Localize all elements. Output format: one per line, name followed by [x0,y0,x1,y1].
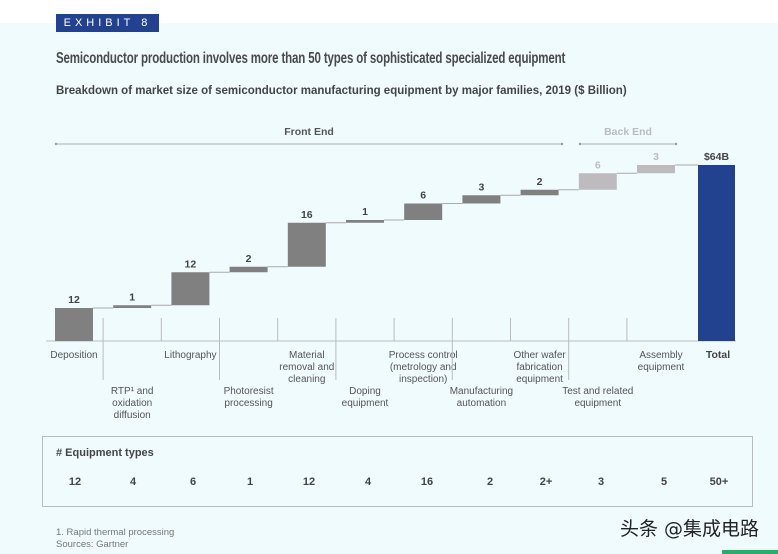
bar-8 [520,189,559,196]
back-end-bracket-end [674,142,678,146]
footnote-sources: Sources: Gartner [56,539,129,550]
category-label-9-line-0: Test and related [562,386,633,397]
equipment-type-count-7: 2 [486,476,494,488]
equipment-type-count-0: 12 [68,476,82,488]
watermark: 头条 @集成电路 [620,518,760,540]
category-label-5-line-0: Doping [349,386,381,397]
category-label-4-line-2: cleaning [288,374,325,385]
chart-subtitle: Breakdown of market size of semiconducto… [56,85,627,97]
category-label-7-line-0: Manufacturing [450,386,513,397]
category-label-4-line-1: removal and [279,362,334,373]
bar-10 [637,165,675,174]
footnote-rtp: 1. Rapid thermal processing [56,527,175,538]
category-label-8-line-1: fabrication [517,362,563,373]
back-end-label: Back End [604,126,652,138]
bar-value-label-9: 6 [595,159,601,171]
category-label-10-line-1: equipment [638,362,685,373]
bar-value-label-7: 3 [478,181,484,193]
category-label-5-line-1: equipment [342,398,389,409]
category-label-3-line-1: processing [224,398,272,409]
equipment-type-count-11: 50+ [709,476,729,488]
watermark-bar [722,550,778,554]
bar-6 [404,203,443,220]
chart-title: Semiconductor production involves more t… [56,50,566,67]
bar-value-label-2: 12 [185,258,197,270]
bar-value-label-0: 12 [68,294,80,306]
back-end-bracket-start [578,142,582,146]
category-label-7-line-1: automation [457,398,506,409]
total-bar [698,165,735,341]
equipment-type-count-3: 1 [246,476,254,488]
equipment-types-title: # Equipment types [56,447,154,459]
total-category-label: Total [706,349,730,361]
equipment-type-count-4: 12 [302,476,316,488]
bar-value-label-5: 1 [362,206,368,218]
front-end-bracket-end [560,142,564,146]
category-label-6-line-0: Process control [389,350,458,361]
bar-value-label-10: 3 [653,151,659,163]
equipment-type-count-6: 16 [420,476,434,488]
bar-value-label-1: 1 [129,291,135,303]
category-label-1-line-0: RTP¹ and [111,386,154,397]
category-label-4-line-0: Material [289,350,325,361]
category-label-1-line-1: oxidation [112,398,152,409]
category-label-6-line-1: (metrology and [390,362,457,373]
bar-value-label-3: 2 [246,253,252,265]
category-label-6-line-2: inspection) [399,374,447,385]
equipment-type-count-5: 4 [364,476,372,488]
exhibit-badge: EXHIBIT 8 [56,14,159,32]
bar-5 [346,220,384,223]
category-label-8-line-0: Other wafer [513,350,566,361]
total-value-label: $64B [704,151,730,163]
bar-value-label-8: 2 [537,176,543,188]
equipment-type-count-1: 4 [129,476,137,488]
bar-value-label-4: 16 [301,209,313,221]
category-label-1-line-2: diffusion [114,410,151,421]
category-label-9-line-1: equipment [574,398,621,409]
category-label-10-line-0: Assembly [639,350,682,361]
equipment-type-count-9: 3 [597,476,605,488]
front-end-label: Front End [284,126,334,138]
bar-value-label-6: 6 [420,190,426,202]
equipment-type-count-10: 5 [660,476,668,488]
bar-4 [287,222,326,267]
bar-3 [229,266,268,273]
front-end-bracket-start [54,142,58,146]
bar-0 [55,308,93,341]
bar-9 [578,173,617,190]
bar-7 [462,195,501,204]
bar-1 [113,305,152,308]
equipment-type-count-2: 6 [189,476,197,488]
equipment-types-panel: # Equipment types 12 4 6 1 12 4 16 2 2+ 3 5 50+ [42,436,753,507]
category-label-8-line-2: equipment [516,374,563,385]
bar-2 [171,272,210,306]
category-label-0-line-0: Deposition [50,350,97,361]
category-label-3-line-0: Photoresist [224,386,274,397]
category-label-2-line-0: Lithography [164,350,216,361]
equipment-type-count-8: 2+ [539,476,553,488]
